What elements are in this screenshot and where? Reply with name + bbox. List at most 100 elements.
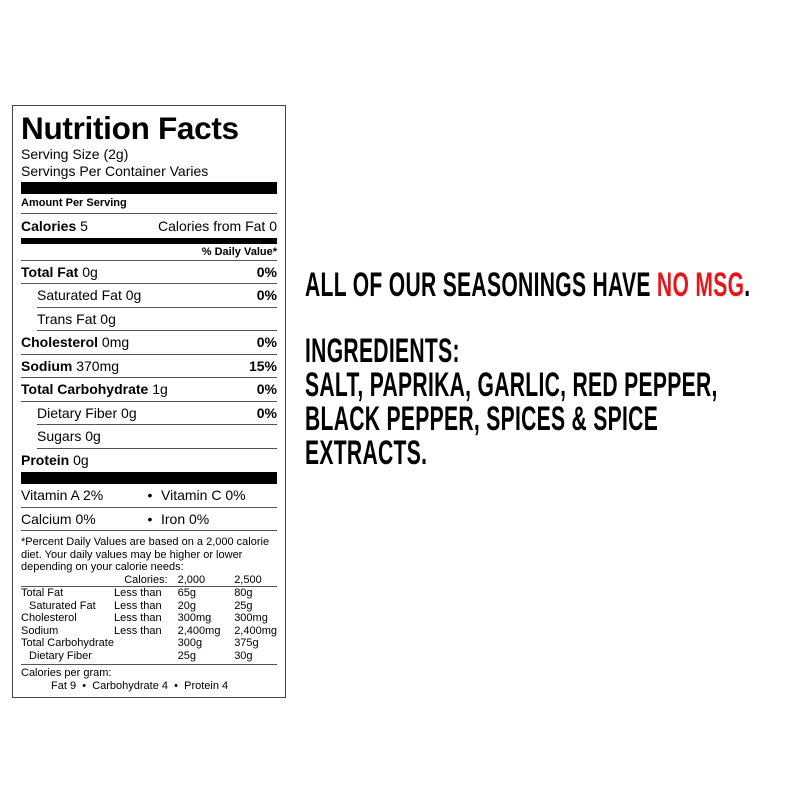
marketing-text: ALL OF OUR SEASONINGS HAVE NO MSG. INGRE… — [305, 268, 800, 470]
divider-thick — [21, 182, 277, 194]
divider-medium — [21, 237, 277, 244]
label-title: Nutrition Facts — [21, 110, 239, 146]
reference-qualifier: Less than — [113, 612, 162, 624]
nutrient-name: Saturated Fat — [37, 287, 122, 304]
reference-2500: 30g — [234, 649, 253, 662]
reference-nutrient: Sodium — [21, 624, 59, 637]
statement-period: . — [744, 266, 751, 304]
vitamin-item: Vitamin C 0% — [161, 487, 246, 504]
reference-nutrient: Cholesterol — [21, 612, 77, 624]
nutrient-row: Saturated Fat 0g 0% — [37, 284, 277, 308]
reference-row: Sodium Less than 2,400mg 2,400mg — [21, 625, 277, 638]
reference-qualifier — [114, 650, 178, 663]
reference-row: Dietary Fiber 25g 30g — [21, 650, 277, 663]
statement-text: ALL OF OUR SEASONINGS HAVE — [305, 266, 657, 304]
nutrient-name: Sugars — [37, 428, 82, 445]
reference-qualifier: Less than — [113, 624, 162, 637]
reference-2500: 25g — [234, 599, 253, 612]
nutrient-daily-value: 0% — [256, 287, 277, 304]
bullet: • — [147, 510, 153, 527]
daily-value-header: % Daily Value* — [21, 244, 277, 261]
vitamin-row: Calcium 0% • Iron 0% — [21, 508, 277, 531]
nutrient-name: Sodium — [21, 357, 73, 374]
nutrient-row: Cholesterol 0mg 0% — [21, 331, 277, 355]
calories-2500: 2,500 — [234, 573, 277, 587]
calories-2000: 2,000 — [177, 573, 235, 587]
calories-label: Calories — [21, 217, 77, 234]
reference-2000: 65g — [177, 587, 196, 599]
reference-nutrient: Total Carbohydrate — [21, 637, 114, 649]
divider-thick — [21, 472, 277, 484]
vitamin-item: Vitamin A 2% — [21, 487, 104, 504]
calories-from-fat: Calories from Fat 0 — [157, 217, 277, 234]
reference-2000: 300mg — [177, 612, 212, 624]
nutrient-amount: 370mg — [76, 357, 120, 374]
calories-value: 5 — [80, 217, 88, 234]
reference-qualifier — [114, 637, 178, 650]
nutrient-name: Cholesterol — [21, 334, 99, 351]
nutrient-row: Sodium 370mg 15% — [21, 355, 277, 378]
nutrient-name: Total Fat — [21, 263, 79, 280]
vitamin-row: Vitamin A 2% • Vitamin C 0% — [21, 484, 277, 508]
ingredients-line: BLACK PEPPER, SPICES & SPICE — [305, 400, 659, 438]
reference-2000: 300g — [177, 637, 203, 649]
calories-header: Calories: — [113, 573, 178, 587]
nutrient-row: Sugars 0g — [37, 425, 277, 449]
nutrient-row: Protein 0g — [21, 449, 277, 473]
reference-table: Calories: 2,000 2,500 Total Fat Less than 65… — [21, 573, 277, 663]
reference-2000: 25g — [177, 649, 196, 662]
calories-per-gram: Calories per gram: Fat 9 • Carbohydrate … — [21, 664, 277, 693]
nutrient-row: Trans Fat 0g — [37, 308, 277, 331]
reference-nutrient: Saturated Fat — [29, 599, 96, 612]
reference-row: Cholesterol Less than 300mg 300mg — [21, 612, 277, 625]
nutrient-row: Total Fat 0g 0% — [21, 261, 277, 284]
nutrient-name: Trans Fat — [37, 310, 97, 327]
reference-qualifier: Less than — [113, 587, 162, 599]
vitamin-item: Calcium 0% — [21, 510, 96, 527]
nutrient-daily-value: 0% — [256, 334, 277, 351]
nutrient-daily-value: 15% — [248, 357, 277, 374]
reference-nutrient: Dietary Fiber — [29, 649, 92, 662]
calories-row: Calories 5 Calories from Fat 0 — [21, 214, 277, 238]
bullet: • — [147, 487, 153, 504]
amount-per-serving: Amount Per Serving — [21, 194, 277, 214]
no-msg-statement: ALL OF OUR SEASONINGS HAVE NO MSG. — [305, 268, 750, 302]
servings-per-container: Servings Per Container Varies — [21, 163, 209, 179]
nutrient-amount: 0g — [73, 452, 89, 469]
reference-2500: 80g — [234, 587, 253, 599]
calories-header-row: Calories: 2,000 2,500 — [21, 573, 277, 587]
reference-2500: 300mg — [234, 612, 268, 624]
reference-2500: 2,400mg — [234, 624, 277, 637]
cpg-protein: Protein 4 — [184, 680, 229, 692]
reference-2000: 2,400mg — [177, 624, 221, 637]
nutrient-amount: 0g — [121, 404, 137, 421]
nutrient-row: Total Carbohydrate 1g 0% — [21, 378, 277, 402]
nutrient-amount: 0mg — [101, 334, 130, 351]
nutrient-daily-value: 0% — [256, 263, 277, 280]
nutrient-daily-value: 0% — [256, 381, 277, 398]
reference-qualifier: Less than — [113, 599, 162, 612]
nutrient-amount: 0g — [85, 428, 101, 445]
calories-per-gram-label: Calories per gram: — [21, 667, 112, 679]
reference-nutrient: Total Fat — [21, 587, 64, 599]
nutrient-name: Protein — [21, 452, 70, 469]
nutrient-name: Total Carbohydrate — [21, 381, 149, 398]
no-msg-highlight: NO MSG — [656, 266, 745, 304]
reference-row: Total Carbohydrate 300g 375g — [21, 637, 277, 650]
reference-row: Total Fat Less than 65g 80g — [21, 587, 277, 600]
bullet: • — [82, 680, 87, 692]
nutrient-row: Dietary Fiber 0g 0% — [37, 402, 277, 425]
calories-per-gram-values: Fat 9 • Carbohydrate 4 • Protein 4 — [21, 680, 277, 693]
nutrient-amount: 0g — [125, 287, 142, 304]
nutrient-amount: 1g — [152, 381, 168, 398]
nutrient-amount: 0g — [100, 310, 116, 327]
cpg-fat: Fat 9 — [51, 680, 77, 692]
nutrient-daily-value: 0% — [256, 404, 277, 421]
nutrition-facts-label: Nutrition Facts Serving Size (2g) Servin… — [12, 105, 286, 698]
serving-size: Serving Size (2g) — [21, 146, 129, 162]
footnote: *Percent Daily Values are based on a 2,0… — [21, 536, 270, 573]
nutrient-name: Dietary Fiber — [37, 404, 118, 421]
ingredients-line: EXTRACTS. — [305, 434, 428, 472]
bullet: • — [174, 680, 178, 692]
nutrient-amount: 0g — [82, 263, 98, 280]
